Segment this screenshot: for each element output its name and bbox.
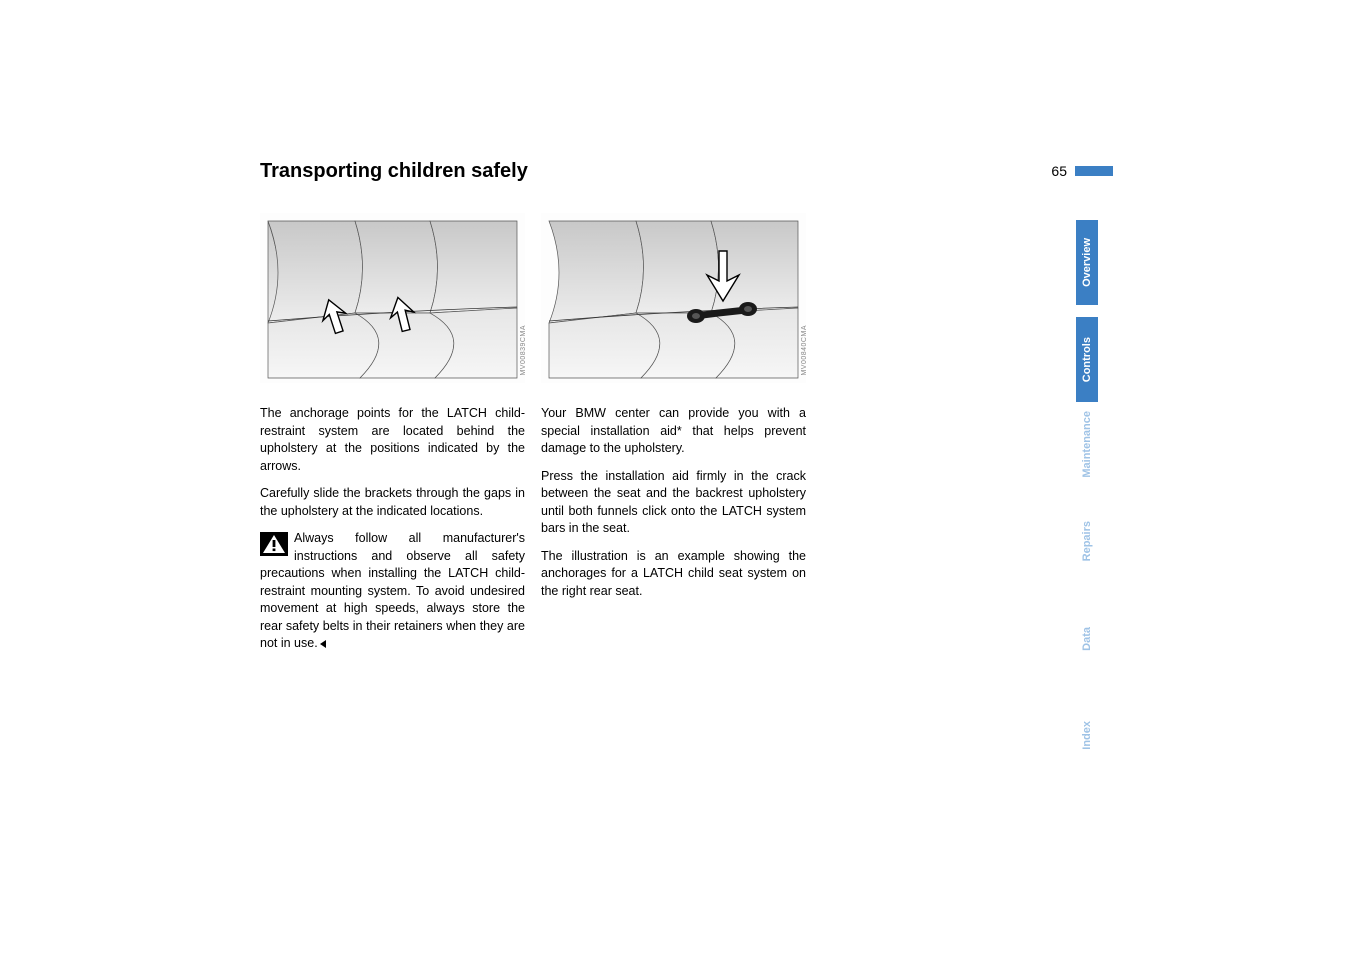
col1-p2: Carefully slide the brackets through the… xyxy=(260,485,525,520)
col2-p2: Press the installation aid firmly in the… xyxy=(541,468,806,538)
tab-overview-label: Overview xyxy=(1081,238,1093,287)
tab-data[interactable]: Data xyxy=(1076,596,1098,681)
warning-text: Always follow all manufacturer's instruc… xyxy=(260,531,525,650)
tab-repairs-label: Repairs xyxy=(1081,521,1093,561)
tab-maintenance[interactable]: Maintenance xyxy=(1076,402,1098,487)
tab-maintenance-label: Maintenance xyxy=(1081,411,1093,478)
figure-right: MV00840CMA xyxy=(541,213,806,383)
tab-repairs[interactable]: Repairs xyxy=(1076,499,1098,584)
tab-overview[interactable]: Overview xyxy=(1076,220,1098,305)
col2-p1: Your BMW center can provide you with a s… xyxy=(541,405,806,458)
tab-data-label: Data xyxy=(1081,627,1093,651)
column-left: The anchorage points for the LATCH child… xyxy=(260,405,525,663)
seat-illustration-left xyxy=(260,213,525,383)
page-content: Transporting children safely xyxy=(260,160,820,663)
warning-block: Always follow all manufacturer's instruc… xyxy=(260,530,525,653)
figures-row: MV00839CMA xyxy=(260,213,820,383)
page-number-bar xyxy=(1075,166,1113,176)
col2-p3: The illustration is an example showing t… xyxy=(541,548,806,601)
col1-p1: The anchorage points for the LATCH child… xyxy=(260,405,525,475)
page-number-wrap: 65 xyxy=(1051,163,1113,179)
text-columns: The anchorage points for the LATCH child… xyxy=(260,405,820,663)
end-mark-icon xyxy=(320,640,326,648)
tab-index[interactable]: Index xyxy=(1076,693,1098,778)
column-right: Your BMW center can provide you with a s… xyxy=(541,405,806,663)
warning-icon xyxy=(260,532,288,556)
figure-left-code: MV00839CMA xyxy=(520,325,527,376)
page-number: 65 xyxy=(1051,163,1067,179)
thumb-index-tabs: Overview Controls Maintenance Repairs Da… xyxy=(1076,220,1098,778)
seat-illustration-right xyxy=(541,213,806,383)
page-title: Transporting children safely xyxy=(260,160,820,183)
figure-left: MV00839CMA xyxy=(260,213,525,383)
tab-index-label: Index xyxy=(1081,721,1093,750)
tab-controls-label: Controls xyxy=(1081,337,1093,382)
tab-controls[interactable]: Controls xyxy=(1076,317,1098,402)
figure-right-code: MV00840CMA xyxy=(801,325,808,376)
